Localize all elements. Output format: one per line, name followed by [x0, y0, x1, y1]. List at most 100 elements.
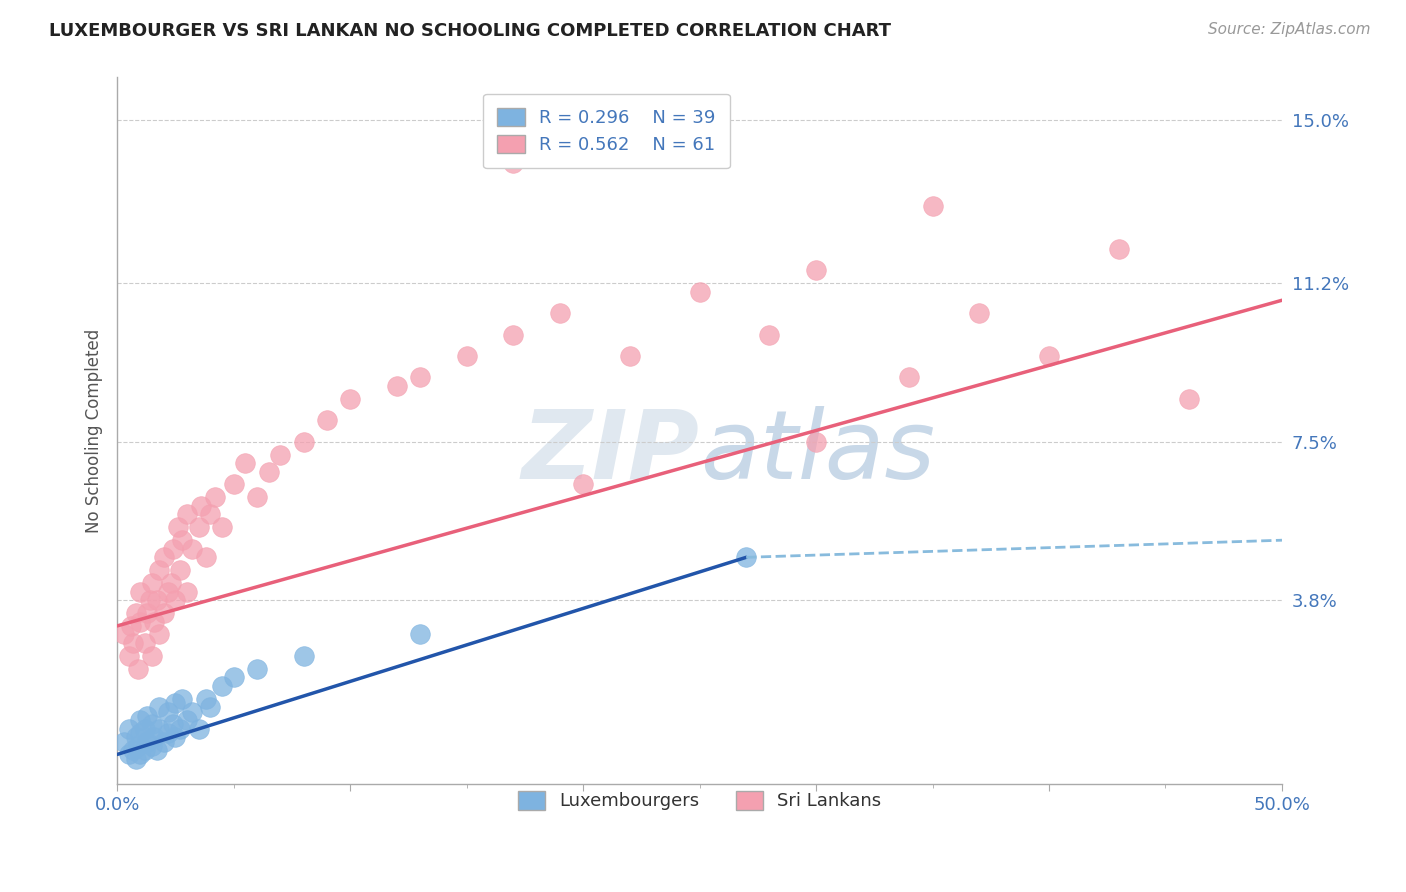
Point [127, 662, 149, 676]
Point [921, 199, 943, 213]
Point [187, 722, 209, 736]
Point [129, 726, 152, 740]
Text: Source: ZipAtlas.com: Source: ZipAtlas.com [1208, 22, 1371, 37]
Point [143, 615, 166, 629]
Point [187, 520, 209, 534]
Point [180, 705, 202, 719]
Point [152, 734, 174, 748]
Point [409, 370, 432, 384]
Point [148, 627, 170, 641]
Point [136, 734, 159, 748]
Point [292, 434, 315, 449]
Point [385, 379, 408, 393]
Point [136, 709, 159, 723]
Point [1038, 349, 1060, 363]
Point [162, 717, 184, 731]
Point [127, 739, 149, 753]
Point [502, 327, 524, 342]
Point [136, 606, 159, 620]
Point [269, 448, 291, 462]
Point [200, 700, 222, 714]
Point [159, 576, 181, 591]
Point [735, 550, 758, 565]
Point [129, 584, 152, 599]
Point [125, 752, 148, 766]
Point [758, 327, 780, 342]
Point [122, 743, 145, 757]
Point [165, 696, 187, 710]
Point [129, 713, 152, 727]
Point [165, 731, 187, 745]
Point [172, 533, 194, 548]
Point [120, 619, 142, 633]
Point [141, 717, 163, 731]
Legend: Luxembourgers, Sri Lankans: Luxembourgers, Sri Lankans [503, 777, 896, 825]
Point [211, 679, 233, 693]
Point [139, 593, 162, 607]
Point [169, 722, 191, 736]
Point [166, 520, 188, 534]
Point [200, 508, 222, 522]
Point [157, 726, 180, 740]
Point [165, 593, 187, 607]
Point [146, 593, 169, 607]
Point [246, 491, 269, 505]
Point [169, 563, 191, 577]
Point [967, 306, 990, 320]
Point [118, 722, 141, 736]
Point [548, 306, 571, 320]
Point [804, 263, 827, 277]
Point [122, 636, 145, 650]
Point [176, 713, 198, 727]
Point [172, 691, 194, 706]
Point [180, 541, 202, 556]
Point [190, 499, 212, 513]
Text: atlas: atlas [700, 406, 935, 499]
Point [339, 392, 361, 406]
Point [1178, 392, 1201, 406]
Point [456, 349, 478, 363]
Point [141, 576, 163, 591]
Point [233, 456, 256, 470]
Point [315, 413, 337, 427]
Point [204, 491, 226, 505]
Y-axis label: No Schooling Completed: No Schooling Completed [86, 329, 103, 533]
Point [222, 670, 245, 684]
Point [246, 662, 269, 676]
Point [619, 349, 641, 363]
Point [125, 731, 148, 745]
Point [176, 508, 198, 522]
Point [134, 743, 156, 757]
Point [134, 722, 156, 736]
Point [689, 285, 711, 299]
Point [1108, 242, 1130, 256]
Point [409, 627, 432, 641]
Point [222, 477, 245, 491]
Point [162, 541, 184, 556]
Point [134, 636, 156, 650]
Point [118, 747, 141, 762]
Point [148, 700, 170, 714]
Point [804, 434, 827, 449]
Point [502, 156, 524, 170]
Point [112, 734, 135, 748]
Point [157, 584, 180, 599]
Point [572, 477, 595, 491]
Point [176, 584, 198, 599]
Point [129, 615, 152, 629]
Point [129, 747, 152, 762]
Point [141, 648, 163, 663]
Point [194, 550, 217, 565]
Point [125, 606, 148, 620]
Point [118, 648, 141, 663]
Point [148, 563, 170, 577]
Text: LUXEMBOURGER VS SRI LANKAN NO SCHOOLING COMPLETED CORRELATION CHART: LUXEMBOURGER VS SRI LANKAN NO SCHOOLING … [49, 22, 891, 40]
Point [146, 743, 169, 757]
Point [292, 648, 315, 663]
Point [141, 739, 163, 753]
Point [211, 520, 233, 534]
Point [898, 370, 921, 384]
Point [112, 627, 135, 641]
Text: ZIP: ZIP [522, 406, 700, 499]
Point [194, 691, 217, 706]
